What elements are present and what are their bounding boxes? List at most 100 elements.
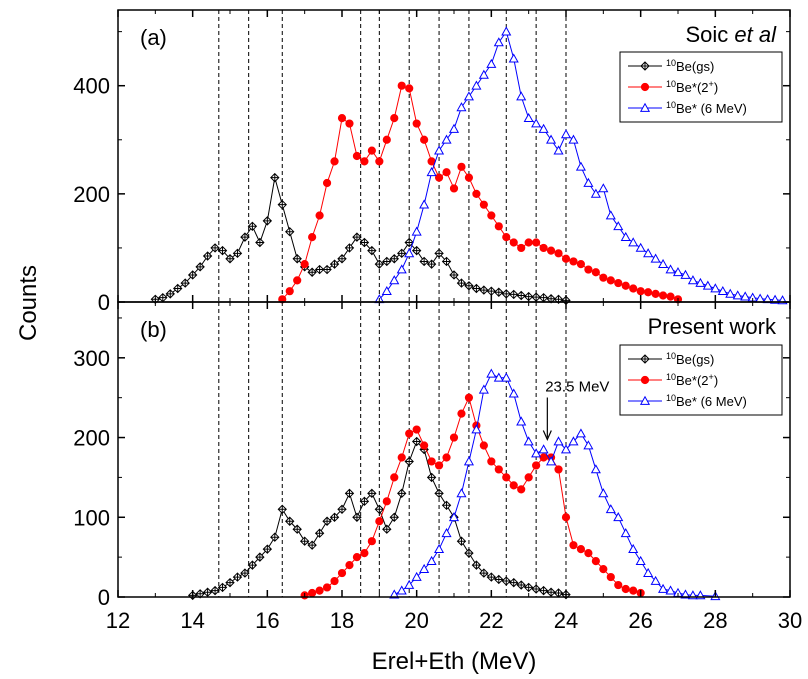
data-point-ex2 — [517, 485, 526, 494]
legend-label-ex6: 10Be* (6 MeV) — [666, 393, 747, 409]
data-point-ex2 — [360, 549, 369, 558]
data-point-ex6 — [575, 161, 586, 171]
data-point-ex6 — [628, 543, 639, 554]
data-point-ex6 — [396, 264, 407, 274]
y-tick-label: 300 — [73, 346, 110, 371]
data-point-gs — [314, 264, 325, 275]
x-tick-label: 20 — [404, 608, 428, 633]
data-point-ex6 — [441, 527, 452, 538]
data-point-ex6 — [463, 91, 474, 101]
data-point-ex6 — [471, 424, 482, 434]
data-point-ex6 — [389, 275, 400, 285]
data-point-ex2 — [554, 465, 563, 474]
y-tick-label: 0 — [98, 585, 110, 610]
x-tick-label: 22 — [479, 608, 503, 633]
data-point-gs — [344, 488, 355, 499]
legend-marker-ex2 — [640, 82, 650, 92]
data-point-gs — [270, 172, 280, 183]
data-point-gs — [225, 254, 235, 264]
data-point-ex2 — [405, 429, 414, 438]
data-point-ex6 — [740, 291, 751, 301]
data-point-ex6 — [620, 527, 631, 538]
data-point-ex6 — [501, 372, 512, 382]
data-point-gs — [158, 292, 168, 303]
data-point-gs — [367, 488, 377, 499]
data-point-ex2 — [561, 513, 571, 522]
data-point-ex2 — [390, 473, 399, 482]
legend-label-gs: 10Be(gs) — [666, 351, 714, 367]
data-point-gs — [434, 488, 444, 499]
data-point-ex2 — [427, 457, 436, 466]
data-point-gs — [180, 278, 190, 288]
data-point-ex2 — [315, 586, 324, 595]
data-point-gs — [202, 251, 213, 261]
data-point-gs — [299, 536, 310, 546]
data-point-ex6 — [560, 129, 572, 139]
data-point-ex2 — [621, 584, 630, 594]
legend-label-ex6: 10Be* (6 MeV) — [666, 100, 747, 116]
data-point-ex6 — [538, 123, 549, 133]
data-point-gs — [337, 254, 347, 264]
legend-marker-ex6 — [639, 102, 651, 112]
annotation-label: 23.5 MeV — [545, 379, 609, 396]
legend: 10Be(gs) 10Be*(2+) 10Be* (6 MeV) — [619, 51, 783, 123]
data-point-gs — [509, 289, 519, 300]
data-point-ex2 — [539, 453, 548, 462]
series-line-ex2 — [304, 396, 641, 596]
data-point-gs — [426, 472, 437, 483]
panel-title: Soic et al — [685, 22, 777, 47]
data-point-ex6 — [411, 571, 422, 581]
y-axis-label: Counts — [15, 265, 42, 341]
data-point-ex6 — [538, 444, 549, 454]
data-point-ex6 — [702, 280, 713, 290]
data-point-ex6 — [583, 440, 594, 450]
data-point-ex2 — [285, 287, 294, 296]
data-point-ex2 — [472, 189, 481, 198]
data-point-gs — [187, 270, 198, 280]
data-point-gs — [389, 512, 399, 522]
data-point-ex6 — [404, 579, 415, 589]
data-point-ex6 — [456, 488, 467, 498]
data-point-gs — [292, 254, 302, 264]
data-point-ex2 — [412, 119, 421, 128]
data-point-ex6 — [381, 285, 392, 296]
data-point-ex6 — [650, 253, 661, 263]
data-point-ex2 — [569, 541, 578, 550]
data-point-ex6 — [605, 504, 616, 514]
data-point-gs — [322, 264, 332, 275]
data-point-ex2 — [322, 583, 332, 592]
data-point-ex6 — [501, 26, 512, 36]
data-point-ex6 — [486, 58, 497, 68]
x-tick-label: 12 — [106, 608, 130, 633]
data-point-ex2 — [308, 233, 317, 242]
data-point-gs — [426, 259, 437, 269]
data-point-gs — [359, 496, 370, 507]
data-point-gs — [247, 560, 258, 570]
data-point-ex6 — [553, 145, 564, 155]
data-point-ex6 — [605, 210, 616, 220]
data-point-ex6 — [531, 118, 542, 128]
data-point-ex6 — [508, 388, 519, 398]
panel-b: 0 100 200 300 (b) Present work 10Be(gs) 10Be*(2… — [73, 301, 791, 610]
data-point-gs — [352, 232, 362, 242]
data-point-ex2 — [315, 211, 324, 220]
x-tick-label: 28 — [703, 608, 727, 633]
data-point-ex2 — [629, 284, 638, 293]
data-point-ex6 — [590, 464, 601, 474]
data-point-gs — [255, 237, 265, 248]
data-point-gs — [217, 245, 228, 256]
data-point-ex6 — [389, 589, 400, 599]
data-point-gs — [270, 532, 280, 542]
x-tick-label: 24 — [554, 608, 578, 633]
data-point-gs — [538, 585, 549, 596]
data-point-ex2 — [405, 84, 414, 93]
data-point-gs — [441, 256, 452, 267]
data-point-ex2 — [532, 461, 541, 470]
data-point-gs — [382, 524, 392, 534]
data-point-gs — [374, 504, 385, 515]
data-point-ex2 — [449, 184, 459, 193]
data-point-gs — [217, 582, 228, 593]
data-point-ex2 — [345, 561, 354, 570]
data-point-gs — [314, 528, 325, 538]
